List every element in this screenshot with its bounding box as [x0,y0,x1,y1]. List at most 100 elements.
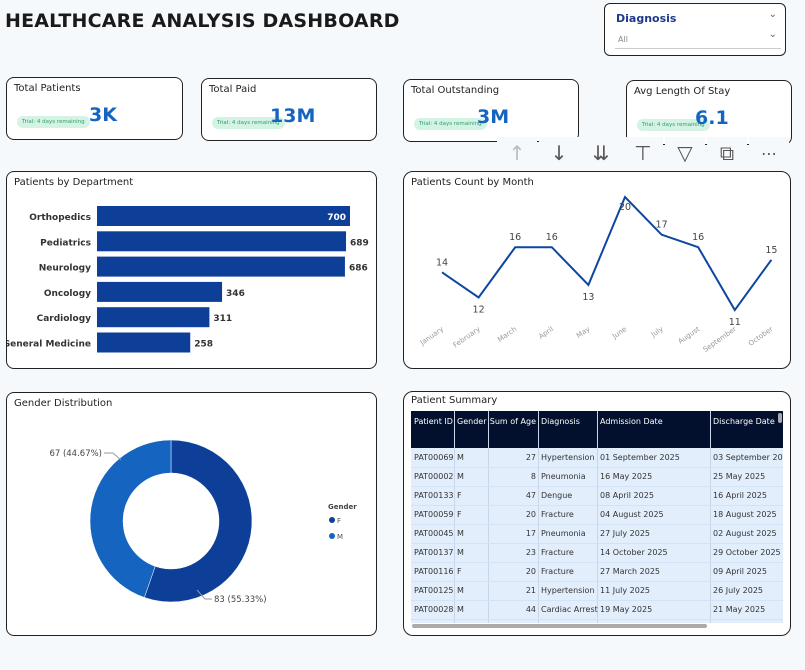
donut-slice [89,439,172,598]
table-cell: M [457,605,464,614]
bar [97,231,347,252]
column-header[interactable]: Gender [457,417,487,426]
table-cell: M [457,453,464,462]
bar-category-label: Neurology [39,264,91,274]
table-cell: 44 [525,605,536,614]
legend-label: F [337,517,341,525]
line-data-label: 11 [729,317,741,328]
chevron-down-icon[interactable]: ⌄ [768,9,777,20]
x-axis-tick-label: April [537,325,555,341]
arrow-up-icon[interactable]: ↑ [497,137,537,170]
bar-data-label: 311 [213,314,232,324]
column-header[interactable]: Patient ID [414,417,453,426]
kpi-card: Avg Length Of Stay Trial: 4 days remainin… [626,80,792,145]
leader-line [196,589,212,600]
trial-badge: Trial: 4 days remaining [637,119,710,131]
kpi-label: Avg Length Of Stay [634,86,731,97]
table-cell: 27 March 2025 [600,567,661,576]
table-row[interactable] [411,601,783,620]
table-row[interactable] [411,487,783,506]
x-axis-tick-label: March [496,325,518,344]
trial-badge: Trial: 4 days remaining [414,118,487,130]
kpi-label: Total Patients [14,83,81,94]
column-header[interactable]: Discharge Date [713,417,775,426]
table-row[interactable] [411,468,783,487]
slicer-value: All [618,35,628,44]
table-row[interactable] [411,449,783,468]
table-row[interactable] [411,563,783,582]
column-divider [454,411,455,623]
bar [97,256,345,277]
double-arrow-down-icon[interactable]: ⇊ [581,137,621,170]
column-header[interactable]: Diagnosis [541,417,580,426]
table-cell: 04 August 2025 [600,510,664,519]
kpi-label: Total Paid [209,84,257,95]
leader-line [104,452,122,461]
bar [97,307,210,328]
donut-data-label: 83 (55.33%) [214,595,267,605]
chevron-down-icon[interactable]: ⌄ [768,29,777,40]
diagnosis-dropdown[interactable]: All [615,31,781,49]
bar-category-label: Pediatrics [40,238,91,248]
bar-category-label: Orthopedics [29,213,91,223]
table-row[interactable] [411,525,783,544]
table-cell: Fracture [541,567,574,576]
table-cell: PAT00137 [414,548,454,557]
bar [97,281,223,302]
department-bar-chart: Patients by Department Orthopedics 700 Ped… [6,171,377,369]
chart-title: Patients by Department [14,177,134,188]
column-header[interactable]: Admission Date [600,417,663,426]
line-data-label: 17 [656,220,668,231]
table-cell: 16 April 2025 [713,491,767,500]
column-divider [488,411,489,623]
bar [97,206,350,226]
kpi-label: Total Outstanding [411,85,500,96]
focus-mode-icon[interactable]: ⧉ [707,137,747,170]
slicer-label: Diagnosis [616,12,677,25]
trial-badge: Trial: 4 days remaining [212,117,285,129]
bar-category-label: Oncology [44,289,91,299]
table-row[interactable] [411,506,783,525]
line-data-label: 16 [509,232,521,243]
vertical-scrollbar[interactable] [778,413,782,423]
line-series [441,195,773,312]
table-cell: 26 July 2025 [713,586,764,595]
table-cell: PAT00059 [414,510,454,519]
table-cell: 11 July 2025 [600,586,651,595]
x-axis-tick-label: May [575,325,591,340]
table-cell: Pneumonia [541,529,586,538]
filter-icon[interactable]: ▽ [665,137,705,170]
table-row[interactable] [411,582,783,601]
arrow-down-icon[interactable]: ↓ [539,137,579,170]
table-cell: 02 August 2025 [713,529,777,538]
table-cell: F [457,567,462,576]
table-cell: 27 July 2025 [600,529,651,538]
table-cell: 29 October 2025 [713,548,781,557]
table-cell: PAT00125 [414,586,454,595]
table-row[interactable] [411,544,783,563]
gender-donut-chart: Gender Distribution 83 (55.33%) 67 (44.67… [6,392,377,636]
table-cell: 21 [525,586,536,595]
x-axis-tick-label: August [677,325,702,346]
table-cell: 19 May 2025 [600,605,653,614]
expand-hierarchy-icon[interactable]: ⊤ [623,137,663,170]
horizontal-scrollbar[interactable] [412,624,707,628]
kpi-card: Total Paid Trial: 4 days remaining 13M [201,78,377,141]
bar-data-label: 689 [350,238,369,248]
table-cell: 17 [525,529,536,538]
table-cell: Cardiac Arrest [541,605,598,614]
table-cell: F [457,510,462,519]
table-cell: PAT00069 [414,453,454,462]
month-line-chart: Patients Count by Month 14 January 12 Febru… [403,171,791,369]
table-cell: 16 May 2025 [600,472,653,481]
x-axis-tick-label: February [452,325,482,349]
trial-badge: Trial: 4 days remaining [17,116,90,128]
column-header[interactable]: Sum of Age [489,417,536,426]
table-cell: 14 October 2025 [600,548,668,557]
chart-title: Gender Distribution [14,398,113,409]
diagnosis-slicer[interactable]: Diagnosis ⌄ All ⌄ [604,3,786,56]
table-cell: 09 April 2025 [713,567,767,576]
more-options-icon[interactable]: ⋯ [749,137,789,170]
table-cell: PAT00133 [414,491,454,500]
x-axis-tick-label: October [747,325,775,348]
